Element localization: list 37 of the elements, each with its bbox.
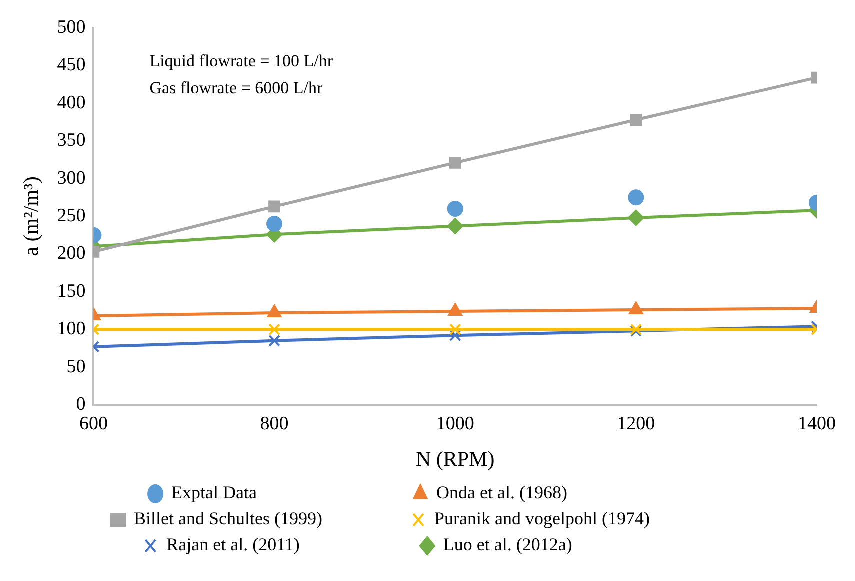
- point: [268, 334, 280, 347]
- y-axis-title: a (m²/m³): [19, 176, 44, 256]
- point: [268, 200, 280, 213]
- point: [268, 324, 280, 336]
- x-tick-label: 800: [260, 413, 289, 434]
- y-tick-label: 100: [57, 318, 86, 340]
- legend-label: Luo et al. (2012a): [443, 534, 690, 555]
- y-tick-label: 500: [57, 16, 86, 38]
- x-tick-label: 600: [79, 413, 108, 434]
- legend-label: Puranik and vogelpohl (1974): [434, 508, 722, 529]
- y-tick-label: 400: [57, 92, 86, 114]
- point: [449, 324, 462, 336]
- x-axis-title: N (RPM): [416, 446, 495, 471]
- y-tick-label: 200: [57, 243, 86, 264]
- x-tick-label: 1000: [436, 413, 474, 434]
- legend-label: Rajan et al. (2011): [166, 534, 412, 555]
- annotation: Gas flowrate = 6000 L/hr: [150, 78, 323, 98]
- point: [267, 305, 282, 318]
- y-tick-label: 150: [57, 280, 86, 302]
- y-tick-label: 0: [76, 394, 86, 415]
- x-tick-label: 1400: [798, 413, 836, 434]
- point: [447, 200, 464, 217]
- y-tick-label: 300: [57, 168, 86, 189]
- legend-label: Onda et al. (1968): [436, 482, 684, 503]
- y-tick-label: 450: [57, 54, 86, 76]
- annotation: Liquid flowrate = 100 L/hr: [150, 51, 334, 70]
- y-tick-label: 250: [57, 205, 86, 226]
- legend-label: Exptal Data: [172, 482, 406, 503]
- point: [448, 304, 462, 316]
- y-tick-label: 350: [57, 130, 86, 152]
- point: [266, 216, 283, 232]
- point: [447, 218, 464, 234]
- point: [449, 157, 462, 169]
- x-tick-label: 1200: [617, 413, 656, 434]
- point: [449, 330, 462, 342]
- legend-label: Billet and Schultes (1999): [134, 508, 404, 529]
- y-tick-label: 50: [66, 356, 86, 378]
